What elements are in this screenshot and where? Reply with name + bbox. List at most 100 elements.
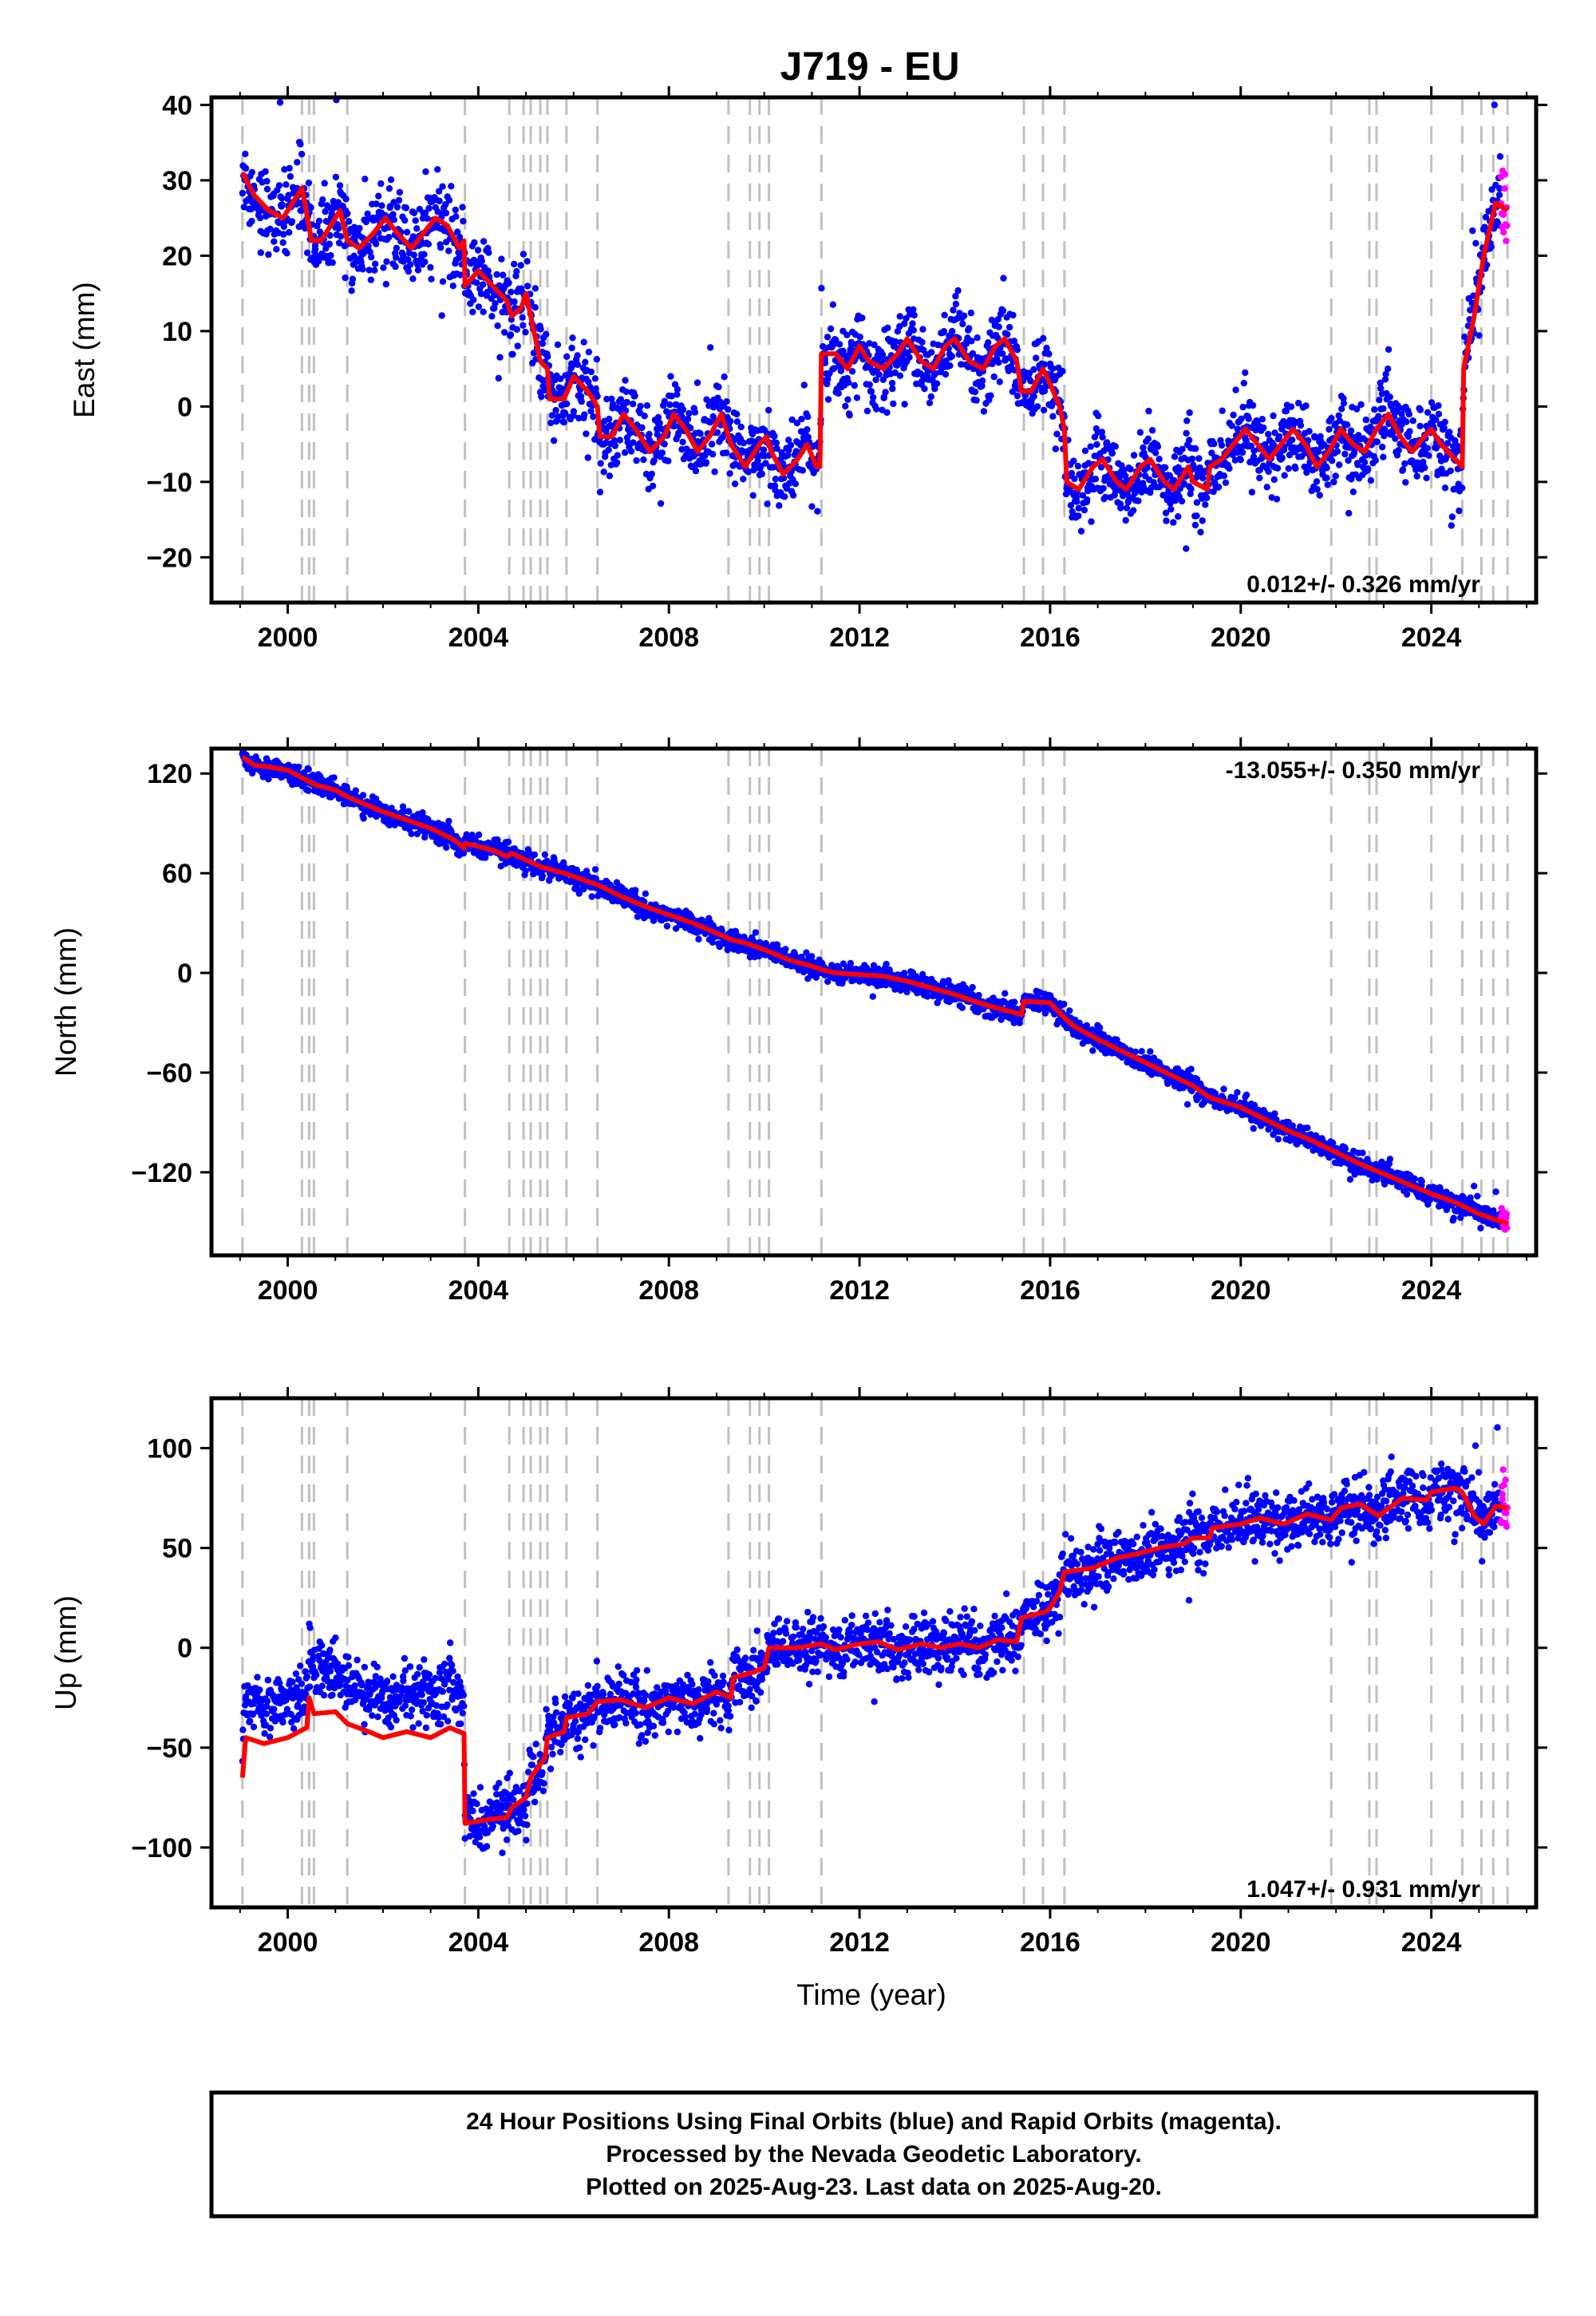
east-point (396, 188, 404, 196)
east-xtick-label: 2024 (1401, 622, 1462, 653)
east-point (322, 207, 329, 215)
east-point (1343, 421, 1351, 429)
north-point (295, 763, 302, 771)
east-point (1401, 460, 1408, 468)
east-point (722, 449, 730, 456)
east-point (1461, 333, 1468, 341)
east-point (473, 279, 480, 287)
east-point (765, 406, 772, 414)
east-point (509, 350, 516, 358)
east-point (1421, 464, 1428, 472)
east-point (1220, 472, 1228, 480)
east-point (1075, 512, 1082, 520)
east-model-line (240, 172, 1509, 492)
east-point (587, 408, 595, 415)
east-point (1349, 488, 1357, 496)
east-point (438, 312, 445, 319)
east-point (367, 276, 375, 283)
east-point (315, 217, 323, 225)
east-point (445, 196, 453, 204)
east-point (842, 402, 849, 410)
east-point (1315, 448, 1322, 456)
east-point (1162, 509, 1170, 516)
east-point (783, 484, 791, 492)
east-point (668, 393, 675, 400)
east-point (1193, 499, 1201, 506)
east-point (263, 185, 271, 193)
east-point (442, 209, 450, 217)
east-point (1305, 437, 1312, 444)
north-point (1183, 1101, 1191, 1109)
east-point (1004, 330, 1011, 338)
east-point (475, 303, 483, 310)
east-point (844, 396, 851, 403)
east-point (1091, 433, 1099, 441)
east-point (1152, 449, 1159, 456)
east-point (460, 218, 467, 225)
east-point (587, 368, 595, 376)
east-point (913, 380, 920, 388)
east-point (900, 320, 908, 327)
east-point (614, 452, 621, 459)
east-point (656, 419, 663, 427)
east-point (1286, 451, 1294, 459)
east-point (242, 150, 249, 158)
east-point (437, 244, 444, 251)
east-point (1406, 428, 1413, 435)
east-point (954, 287, 962, 294)
east-point (321, 180, 328, 187)
east-point (611, 442, 619, 449)
north-point (405, 808, 413, 815)
east-point (725, 405, 732, 413)
east-point (1482, 213, 1490, 221)
east-point (1108, 449, 1116, 456)
east-point (1199, 517, 1207, 524)
east-point (1160, 492, 1167, 499)
east-point (723, 398, 730, 405)
east-point (1432, 416, 1440, 423)
east-point (283, 250, 290, 257)
east-point (276, 99, 284, 106)
north-point (539, 872, 546, 879)
east-point (784, 452, 792, 459)
east-point (987, 392, 994, 399)
east-point (1285, 464, 1293, 472)
east-point (590, 413, 597, 421)
east-rate-label: 0.012+/- 0.326 mm/yr (1246, 571, 1480, 598)
east-point (1287, 403, 1295, 410)
east-point (921, 385, 928, 393)
east-point (745, 468, 752, 476)
east-point (1087, 443, 1094, 450)
east-point (383, 258, 390, 265)
north-point (847, 959, 855, 967)
east-point (387, 176, 395, 184)
east-point (375, 192, 382, 200)
east-point (500, 271, 507, 279)
east-point (804, 413, 812, 421)
east-point (1203, 494, 1211, 501)
east-break-lines (241, 97, 1509, 603)
north-point (531, 851, 539, 859)
east-point (1306, 428, 1313, 435)
east-point (1188, 455, 1196, 463)
east-point (335, 225, 342, 232)
east-point (1333, 448, 1341, 455)
east-point (740, 476, 747, 483)
east-point (603, 395, 610, 403)
east-point (999, 307, 1007, 314)
east-point (1371, 406, 1378, 413)
east-point (1357, 401, 1365, 409)
east-point (561, 409, 569, 417)
east-point (1425, 452, 1432, 459)
east-point (513, 326, 520, 333)
east-point (1191, 521, 1199, 529)
east-point (428, 275, 435, 283)
east-point (332, 173, 340, 181)
east-point (1323, 464, 1330, 472)
east-point (356, 224, 363, 232)
east-point (373, 200, 380, 207)
east-point (967, 309, 975, 317)
east-point (507, 331, 515, 338)
east-point (608, 395, 615, 402)
east-point (557, 375, 564, 382)
